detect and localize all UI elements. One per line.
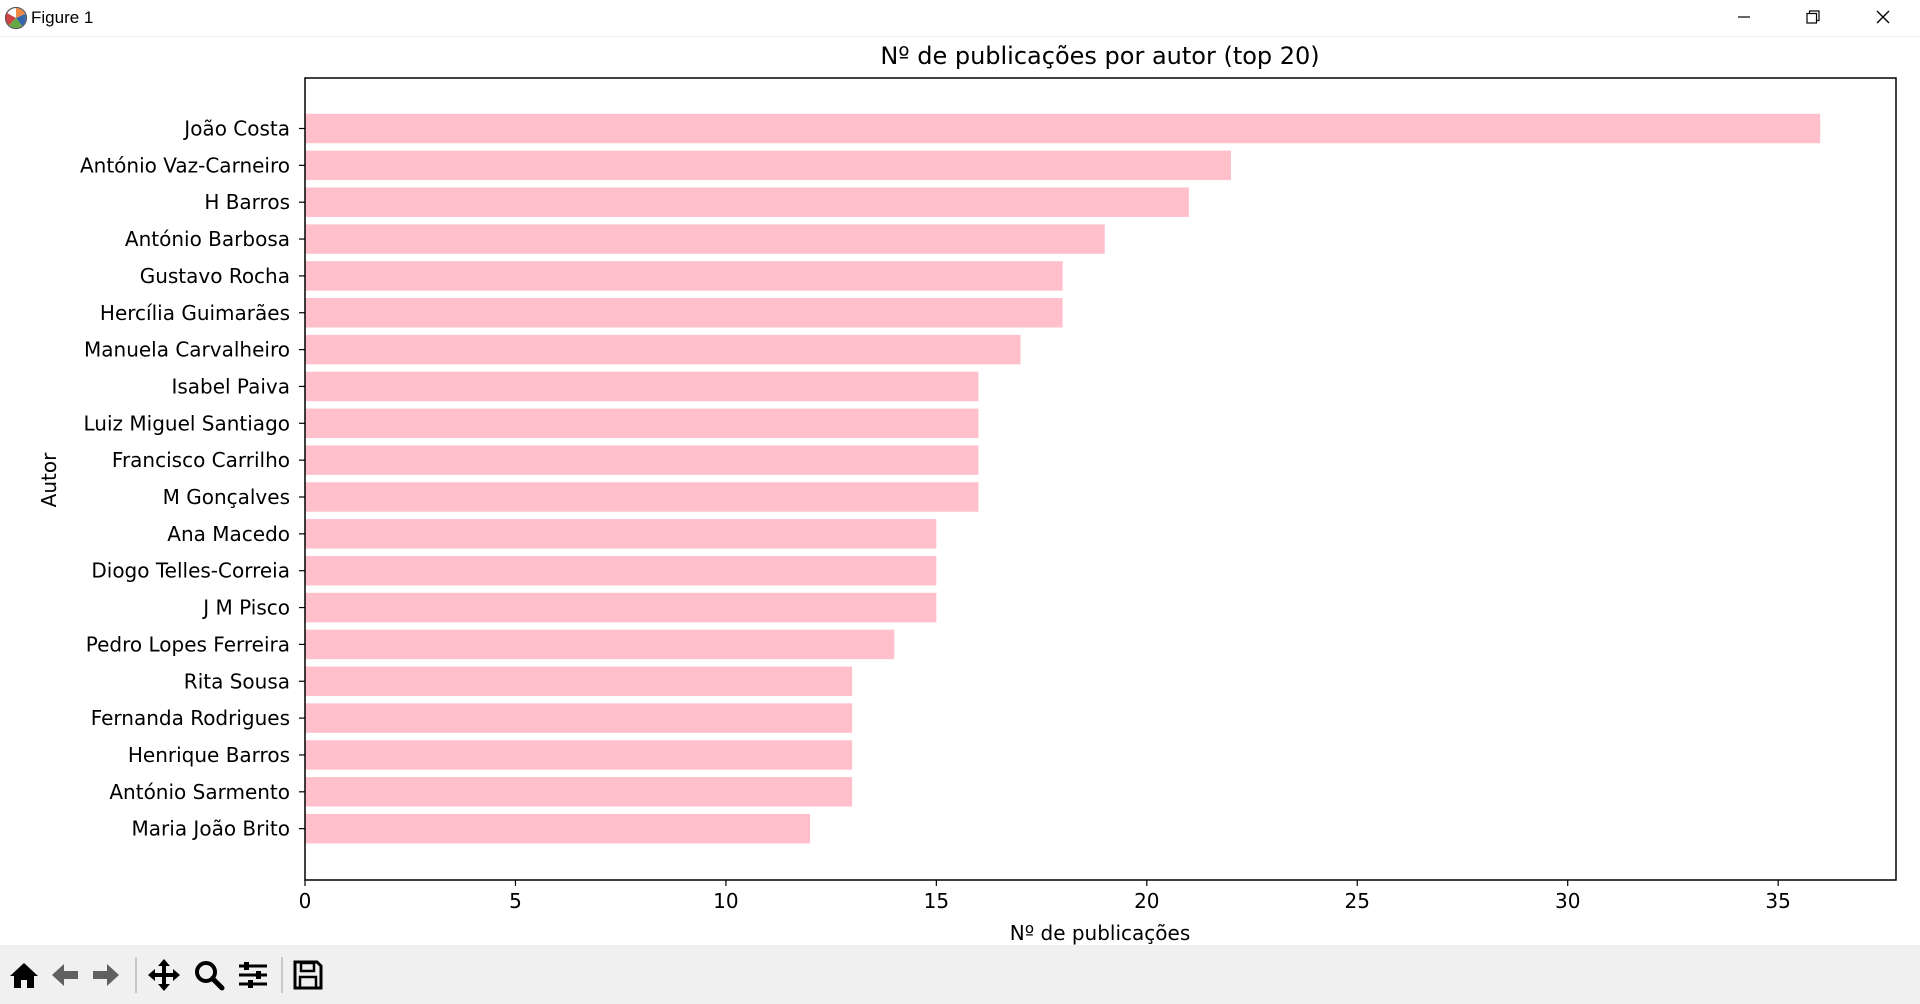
x-axis-label: Nº de publicações <box>1010 921 1191 945</box>
x-tick-label: 10 <box>713 889 738 913</box>
y-tick-label: M Gonçalves <box>163 485 290 509</box>
bar <box>305 813 811 844</box>
close-button[interactable] <box>1848 0 1917 34</box>
back-icon <box>52 964 78 986</box>
x-tick-label: 20 <box>1134 889 1159 913</box>
bar <box>305 482 979 512</box>
axes-frame <box>304 77 1897 881</box>
bar <box>305 703 853 733</box>
y-tick-label: António Barbosa <box>125 227 290 251</box>
forward-icon <box>93 964 119 986</box>
y-tick-label: António Vaz-Carneiro <box>80 153 290 177</box>
y-tick-label: Rita Sousa <box>184 669 290 693</box>
restore-icon <box>1805 10 1820 24</box>
bar <box>305 113 1821 144</box>
minimize-icon <box>1737 16 1750 18</box>
y-tick-label: Francisco Carrilho <box>112 448 290 472</box>
bar <box>305 740 853 770</box>
y-ticks: João Costa António Vaz-Carneiro H Barros An… <box>80 117 305 841</box>
bar <box>305 261 1063 291</box>
y-tick-label: António Sarmento <box>109 780 290 804</box>
back-button[interactable] <box>46 956 84 994</box>
y-tick-label: Henrique Barros <box>128 743 290 767</box>
x-ticks: 0 5 10 15 20 25 30 35 <box>299 880 1791 913</box>
y-tick-label: Isabel Paiva <box>171 374 290 398</box>
save-button[interactable] <box>289 956 327 994</box>
matplotlib-app-icon <box>4 6 28 30</box>
y-tick-label: Diogo Telles-Correia <box>91 559 290 583</box>
window-titlebar: Figure 1 <box>0 0 1920 37</box>
y-axis-label: Autor <box>37 452 61 507</box>
window-title: Figure 1 <box>31 8 94 27</box>
toolbar-separator <box>281 957 283 993</box>
bar <box>305 555 937 586</box>
save-icon <box>293 960 323 990</box>
bar <box>305 187 1189 217</box>
y-tick-label: Pedro Lopes Ferreira <box>86 632 290 656</box>
y-tick-label: Ana Macedo <box>167 522 290 546</box>
y-tick-label: Hercília Guimarães <box>100 301 290 325</box>
y-tick-label: J M Pisco <box>201 596 290 620</box>
bar <box>305 150 1231 181</box>
bar <box>305 334 1021 365</box>
y-tick-label: Fernanda Rodrigues <box>91 706 290 730</box>
close-icon <box>1876 10 1889 24</box>
zoom-icon <box>195 961 225 991</box>
y-tick-label: Manuela Carvalheiro <box>84 338 290 362</box>
bar <box>305 777 853 807</box>
pan-button[interactable] <box>145 956 183 994</box>
y-tick-label: Luiz Miguel Santiago <box>84 411 291 435</box>
x-tick-label: 5 <box>509 889 522 913</box>
x-tick-label: 30 <box>1555 889 1580 913</box>
configure-subplots-button[interactable] <box>234 956 272 994</box>
configure-subplots-icon <box>239 962 267 988</box>
zoom-button[interactable] <box>190 956 228 994</box>
bar <box>305 519 937 549</box>
x-tick-label: 0 <box>299 889 312 913</box>
pan-icon <box>148 959 180 991</box>
figure-canvas[interactable]: Nº de publicações por autor (top 20) Joã… <box>0 37 1920 945</box>
bars-group <box>305 113 1821 844</box>
y-tick-label: H Barros <box>204 190 290 214</box>
x-tick-label: 15 <box>924 889 949 913</box>
y-tick-label: Maria João Brito <box>132 817 290 841</box>
bar <box>305 666 853 696</box>
y-tick-label: Gustavo Rocha <box>140 264 290 288</box>
forward-button[interactable] <box>87 956 125 994</box>
bar <box>305 445 979 475</box>
maximize-button[interactable] <box>1778 0 1847 34</box>
y-tick-label: João Costa <box>182 117 290 141</box>
home-button[interactable] <box>5 956 43 994</box>
bar <box>305 629 895 660</box>
bar <box>305 371 979 402</box>
minimize-button[interactable] <box>1709 0 1778 34</box>
bar <box>305 298 1063 328</box>
x-tick-label: 35 <box>1765 889 1790 913</box>
home-icon <box>10 963 38 988</box>
bar <box>305 592 937 623</box>
chart-title: Nº de publicações por autor (top 20) <box>880 42 1319 70</box>
bar <box>305 224 1105 254</box>
navigation-toolbar <box>0 945 1920 1004</box>
bar <box>305 408 979 439</box>
toolbar-separator <box>135 957 137 993</box>
bar-chart: Nº de publicações por autor (top 20) Joã… <box>37 42 1897 945</box>
x-tick-label: 25 <box>1345 889 1370 913</box>
